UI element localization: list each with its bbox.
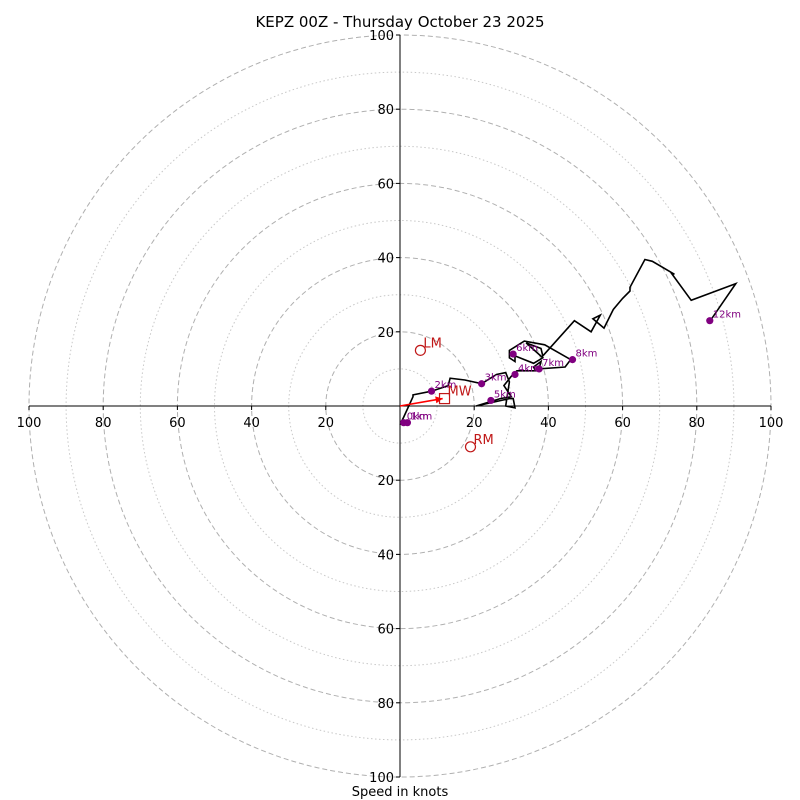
shear-vector-line [399, 397, 443, 407]
storm-motion-marker [438, 392, 451, 405]
y-tick-label: 20 [377, 474, 394, 489]
x-tick-label: 20 [318, 416, 335, 431]
x-tick-label: 20 [466, 416, 483, 431]
y-tick-label: 40 [377, 252, 394, 267]
trace-line [399, 258, 738, 425]
height-marker-label: 2km [435, 380, 457, 391]
height-marker-dot [427, 387, 436, 395]
y-tick-label: 40 [377, 548, 394, 563]
height-marker-label: 7km [542, 358, 564, 369]
y-tick-label: 60 [377, 177, 394, 192]
x-tick-label: 80 [95, 416, 112, 431]
height-marker-label: 5km [494, 389, 516, 400]
hodograph-trace [399, 258, 738, 425]
storm-motion-label: LM [423, 336, 441, 351]
y-tick-label: 20 [377, 326, 394, 341]
height-marker-label: 6km [516, 343, 538, 354]
storm-motion-markers: LM RM MW [399, 336, 494, 453]
storm-motion-marker [464, 441, 477, 453]
height-marker-label: 3km [485, 373, 507, 384]
storm-motion-label: MW [448, 385, 472, 400]
x-tick-label: 40 [540, 416, 557, 431]
height-marker-dot [403, 419, 412, 427]
height-marker-dot [706, 317, 714, 325]
x-tick-label: 40 [243, 416, 260, 431]
height-marker-label: 8km [576, 349, 598, 360]
height-marker-label: 1km [410, 412, 432, 423]
height-marker-dot [568, 356, 577, 364]
y-tick-label: 60 [377, 623, 394, 638]
height-marker-label: 0km [407, 412, 429, 423]
x-tick-labels: 100 80 60 40 20 20 40 60 80 100 [17, 406, 784, 431]
storm-motion-marker [414, 344, 427, 356]
y-tick-labels: 100 80 60 40 20 20 40 60 80 100 [369, 29, 400, 786]
height-marker-dot [478, 380, 486, 388]
height-marker-dot [511, 370, 519, 379]
x-axis-label: Speed in knots [352, 785, 449, 800]
height-marker-dot [535, 365, 543, 373]
height-marker-label: 12km [713, 310, 741, 321]
y-tick-label: 100 [369, 771, 394, 786]
y-tick-label: 80 [377, 103, 394, 118]
height-marker-dot [509, 350, 517, 358]
chart-title: KEPZ 00Z - Thursday October 23 2025 [255, 13, 544, 31]
shear-vector-arrowhead [435, 396, 443, 404]
y-tick-label: 100 [369, 29, 394, 44]
x-tick-label: 100 [759, 416, 784, 431]
y-tick-label: 80 [377, 697, 394, 712]
storm-motion-label: RM [473, 433, 493, 448]
height-marker-dot [487, 396, 495, 405]
height-marker-label: 4km [518, 363, 540, 374]
x-tick-label: 80 [689, 416, 706, 431]
x-tick-label: 60 [614, 416, 631, 431]
x-tick-label: 100 [17, 416, 42, 431]
x-tick-label: 60 [169, 416, 186, 431]
